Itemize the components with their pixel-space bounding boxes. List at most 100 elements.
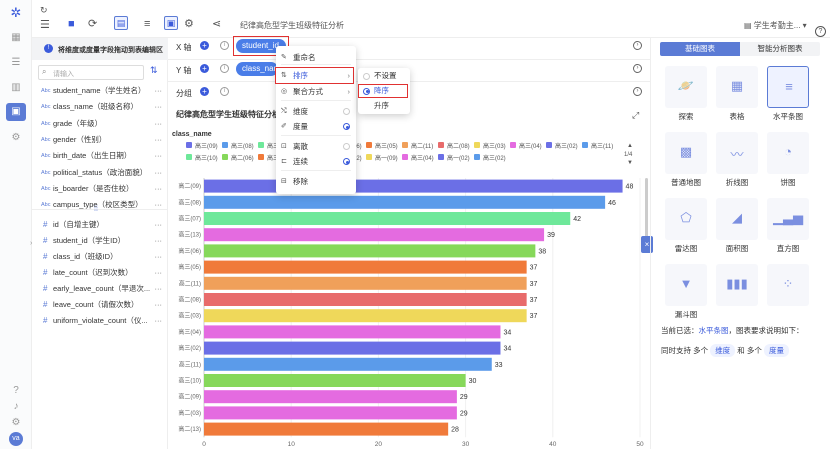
menu-item-dimension[interactable]: ⤭ 维度 bbox=[276, 104, 356, 119]
info-icon[interactable]: ? bbox=[815, 26, 826, 37]
sync-icon[interactable]: ⟳ bbox=[88, 18, 98, 30]
legend-item[interactable]: 高三(04) bbox=[411, 154, 434, 162]
menu-item-remove[interactable]: ⊟ 移除 bbox=[276, 174, 356, 189]
bell-icon[interactable]: ♪ bbox=[13, 401, 19, 412]
share-icon[interactable]: ⋖ bbox=[212, 18, 222, 30]
folder-icon[interactable]: ▣ bbox=[6, 103, 26, 121]
chart-type-line[interactable]: 〰 bbox=[716, 132, 758, 174]
help-icon[interactable]: ? bbox=[13, 385, 19, 396]
measure-field[interactable]: # early_leave_count（早退次... ··· bbox=[32, 282, 168, 296]
legend-item[interactable]: 高三(04) bbox=[519, 142, 542, 150]
bar[interactable] bbox=[204, 276, 527, 290]
chart-type-column[interactable]: ▮▮▮ bbox=[716, 264, 758, 306]
bar[interactable] bbox=[204, 374, 466, 387]
bar[interactable] bbox=[204, 212, 571, 225]
legend-item[interactable]: 高三(02) bbox=[555, 142, 578, 150]
more-icon[interactable]: ··· bbox=[154, 252, 163, 261]
chart-type-hbar[interactable]: ≡ bbox=[767, 66, 809, 108]
bar[interactable] bbox=[204, 325, 501, 339]
more-icon[interactable]: ··· bbox=[154, 183, 163, 193]
refresh-icon[interactable]: ↻ bbox=[40, 5, 48, 15]
dimension-field[interactable]: Abc student_name（学生姓名） ··· bbox=[32, 84, 168, 98]
legend-item[interactable]: 高一(02) bbox=[447, 154, 470, 162]
legend-up-icon[interactable]: ▲ bbox=[627, 143, 633, 149]
bar[interactable] bbox=[204, 228, 545, 242]
dimension-field[interactable]: Abc grade（年级） ··· bbox=[32, 117, 168, 131]
more-icon[interactable]: ··· bbox=[154, 134, 163, 144]
chart-type-histogram[interactable]: ▁▃▅ bbox=[767, 198, 809, 240]
add-group-icon[interactable]: + bbox=[200, 87, 209, 96]
dimension-field[interactable]: Abc is_boarder（是否住校） ··· bbox=[32, 182, 168, 196]
sort-option[interactable]: 不设置 bbox=[358, 69, 410, 83]
bar[interactable] bbox=[204, 406, 457, 420]
bar[interactable] bbox=[204, 390, 457, 404]
legend-item[interactable]: 高二(08) bbox=[447, 142, 470, 150]
bar[interactable] bbox=[204, 422, 449, 436]
collapse-icon[interactable]: › bbox=[30, 240, 33, 247]
legend-item[interactable]: 高三(08) bbox=[231, 142, 254, 150]
fullscreen-icon[interactable]: ⤢ bbox=[631, 110, 639, 120]
chart-type-scatter[interactable]: ⁘ bbox=[767, 264, 809, 306]
x-more-icon[interactable]: › bbox=[633, 41, 642, 50]
menu-icon[interactable]: ☰ bbox=[40, 19, 50, 31]
menu-item-rename[interactable]: ✎ 重命名 bbox=[276, 50, 356, 65]
more-icon[interactable]: ··· bbox=[154, 200, 163, 210]
more-icon[interactable]: ··· bbox=[154, 102, 163, 112]
menu-item-discrete[interactable]: ⊡ 离散 bbox=[276, 139, 356, 154]
group-more-icon[interactable]: › bbox=[633, 87, 642, 96]
more-icon[interactable]: ··· bbox=[154, 268, 163, 277]
legend-item[interactable]: 高三(10) bbox=[195, 154, 218, 162]
sort-option[interactable]: 降序 bbox=[358, 84, 410, 98]
avatar[interactable]: va bbox=[9, 432, 23, 446]
more-icon[interactable]: ··· bbox=[154, 300, 163, 309]
bar[interactable] bbox=[204, 341, 501, 355]
more-icon[interactable]: ··· bbox=[154, 86, 163, 95]
dimension-field[interactable]: Abc gender（性别） ··· bbox=[32, 133, 168, 147]
more-icon[interactable]: ··· bbox=[154, 118, 163, 128]
tab-smart-charts[interactable]: 智能分析图表 bbox=[740, 42, 820, 56]
more-icon[interactable]: ··· bbox=[154, 316, 163, 325]
chart-type-planet[interactable]: 🪐 bbox=[665, 66, 707, 108]
legend-item[interactable]: 高二(11) bbox=[411, 142, 433, 150]
sort-option[interactable]: 升序 bbox=[358, 99, 410, 113]
database-icon[interactable]: ☰ bbox=[11, 57, 21, 68]
bar[interactable] bbox=[204, 309, 527, 323]
chart-type-funnel[interactable]: ▼ bbox=[665, 264, 707, 306]
dimension-field[interactable]: Abc class_name（班级名称） ··· bbox=[32, 100, 168, 114]
more-icon[interactable]: ··· bbox=[154, 167, 163, 177]
grid-icon[interactable]: ▦ bbox=[11, 32, 21, 43]
x-axis-pill[interactable]: student_id bbox=[236, 39, 286, 53]
legend-item[interactable]: 高三(03) bbox=[483, 142, 506, 150]
measure-field[interactable]: # class_id（班级ID） ··· bbox=[32, 250, 168, 264]
legend-down-icon[interactable]: ▼ bbox=[627, 160, 633, 166]
layout-icon[interactable]: ▣ bbox=[164, 16, 178, 30]
more-icon[interactable]: ··· bbox=[154, 284, 163, 293]
bar[interactable] bbox=[204, 244, 536, 258]
menu-item-measure[interactable]: ✐ 度量 bbox=[276, 119, 356, 134]
bar[interactable] bbox=[204, 260, 527, 274]
gear-icon[interactable]: ⚙ bbox=[11, 417, 21, 428]
chart-type-radar[interactable]: ⬠ bbox=[665, 198, 707, 240]
more-icon[interactable]: ··· bbox=[154, 236, 163, 245]
menu-item-continuous[interactable]: ⊏ 连续 bbox=[276, 154, 356, 169]
group-info-icon[interactable]: i bbox=[220, 87, 229, 96]
legend-item[interactable]: 高三(11) bbox=[591, 142, 613, 150]
chart-type-table[interactable]: ▦ bbox=[716, 66, 758, 108]
y-info-icon[interactable]: i bbox=[220, 64, 229, 73]
bar[interactable] bbox=[204, 357, 492, 371]
bar[interactable] bbox=[204, 293, 527, 306]
settings-icon[interactable]: ⚙ bbox=[11, 132, 21, 143]
legend-item[interactable]: 高三(02) bbox=[483, 154, 506, 162]
config-icon[interactable]: ⚙ bbox=[184, 18, 194, 30]
more-icon[interactable]: ··· bbox=[154, 151, 163, 161]
tab-basic-charts[interactable]: 基础图表 bbox=[660, 42, 740, 56]
filter-icon[interactable]: ≡ bbox=[144, 18, 151, 30]
dimension-field[interactable]: Abc campus_type（校区类型） ··· bbox=[32, 198, 168, 212]
legend-item[interactable]: 高三(05) bbox=[375, 142, 398, 150]
measure-field[interactable]: # leave_count（请假次数） ··· bbox=[32, 298, 168, 312]
chart-type-pie[interactable]: ◔ bbox=[767, 132, 809, 174]
measure-field[interactable]: # late_count（迟到次数） ··· bbox=[32, 266, 168, 280]
legend-item[interactable]: 高二(06) bbox=[231, 154, 254, 162]
dataset-selector[interactable]: ▤ 学生考勤主... ▾ bbox=[744, 21, 807, 30]
chart-scrollbar[interactable] bbox=[645, 178, 648, 238]
